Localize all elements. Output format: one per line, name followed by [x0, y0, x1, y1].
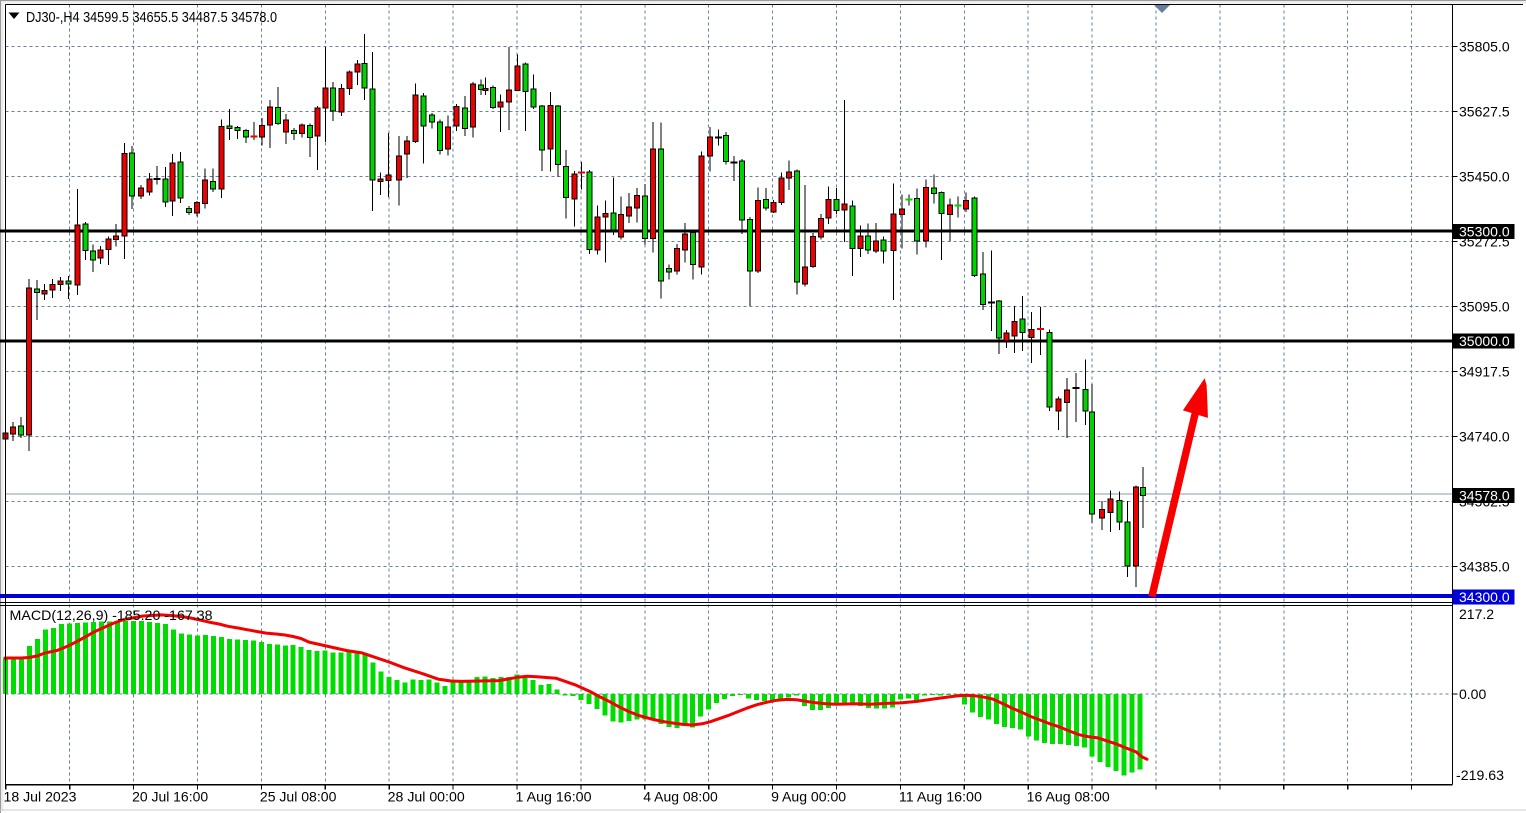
svg-text:34385.0: 34385.0: [1459, 559, 1510, 575]
svg-text:25 Jul 08:00: 25 Jul 08:00: [260, 789, 337, 805]
svg-text:34740.0: 34740.0: [1459, 429, 1510, 445]
svg-text:35450.0: 35450.0: [1459, 169, 1510, 185]
svg-text:35300.0: 35300.0: [1459, 224, 1510, 240]
svg-text:4 Aug 08:00: 4 Aug 08:00: [643, 789, 718, 805]
svg-text:16 Aug 08:00: 16 Aug 08:00: [1027, 789, 1110, 805]
svg-text:0.00: 0.00: [1459, 686, 1486, 702]
svg-text:34917.5: 34917.5: [1459, 364, 1510, 380]
svg-text:20 Jul 16:00: 20 Jul 16:00: [132, 789, 208, 805]
svg-text:35805.0: 35805.0: [1459, 39, 1510, 55]
svg-text:-219.63: -219.63: [1456, 767, 1504, 783]
svg-text:35095.0: 35095.0: [1459, 299, 1510, 315]
svg-text:34578.0: 34578.0: [1459, 488, 1510, 504]
svg-text:1 Aug 16:00: 1 Aug 16:00: [516, 789, 592, 805]
svg-text:9 Aug 00:00: 9 Aug 00:00: [771, 789, 846, 805]
svg-text:35000.0: 35000.0: [1459, 333, 1510, 349]
svg-text:DJ30-,H4 34599.5 34655.5 3448: DJ30-,H4 34599.5 34655.5 34487.5 34578.0: [26, 10, 277, 26]
svg-text:28 Jul 00:00: 28 Jul 00:00: [388, 789, 465, 805]
svg-text:35627.5: 35627.5: [1459, 104, 1510, 120]
svg-text:MACD(12,26,9) -185.20 -167.38: MACD(12,26,9) -185.20 -167.38: [10, 607, 213, 623]
svg-text:11 Aug 16:00: 11 Aug 16:00: [899, 789, 982, 805]
svg-text:34300.0: 34300.0: [1459, 589, 1510, 605]
svg-text:217.2: 217.2: [1459, 606, 1494, 622]
svg-text:18 Jul 2023: 18 Jul 2023: [4, 789, 77, 805]
